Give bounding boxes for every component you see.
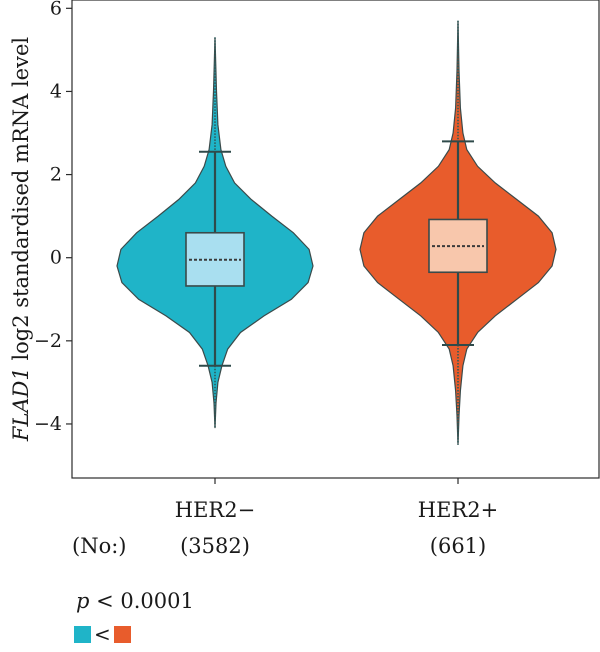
p-symbol: p [76,589,90,613]
violin-her2-negative [116,37,314,429]
y-axis: 6 4 2 0 −2 −4 [34,0,72,435]
y-axis-label-text: log2 standardised mRNA level [9,37,33,368]
her2-negative-swatch [74,625,91,643]
y-axis-label-gene: FLAD1 [9,367,33,442]
p-value-annotation: p < 0.0001 [76,589,194,613]
violin-her2-positive [359,20,557,445]
y-axis-label: FLAD1 log2 standardised mRNA level [9,37,33,443]
plot-area-frame [71,0,600,479]
x-count-label: (661) [430,534,486,558]
x-category-label: HER2− [175,498,255,522]
y-tick-label: 6 [50,0,62,19]
counts-row-label: (No:) [72,534,126,558]
violins-group [116,20,557,445]
her2-positive-swatch [113,625,131,643]
less-than-symbol: < [94,621,111,646]
x-category-label: HER2+ [418,498,498,522]
y-tick-label: −4 [34,413,62,435]
x-axis: HER2− (3582) HER2+ (661) [175,478,498,558]
y-tick-label: 4 [50,80,62,102]
p-value-text: < 0.0001 [89,589,194,613]
y-tick-label: 0 [50,247,62,269]
comparison-legend: < [74,623,131,645]
x-count-label: (3582) [180,534,250,558]
violin-chart: 6 4 2 0 −2 −4 HER2− (3582) HER2+ (661) FLAD1 log… [9,0,600,558]
y-tick-label: −2 [34,330,62,352]
y-tick-label: 2 [50,164,62,186]
